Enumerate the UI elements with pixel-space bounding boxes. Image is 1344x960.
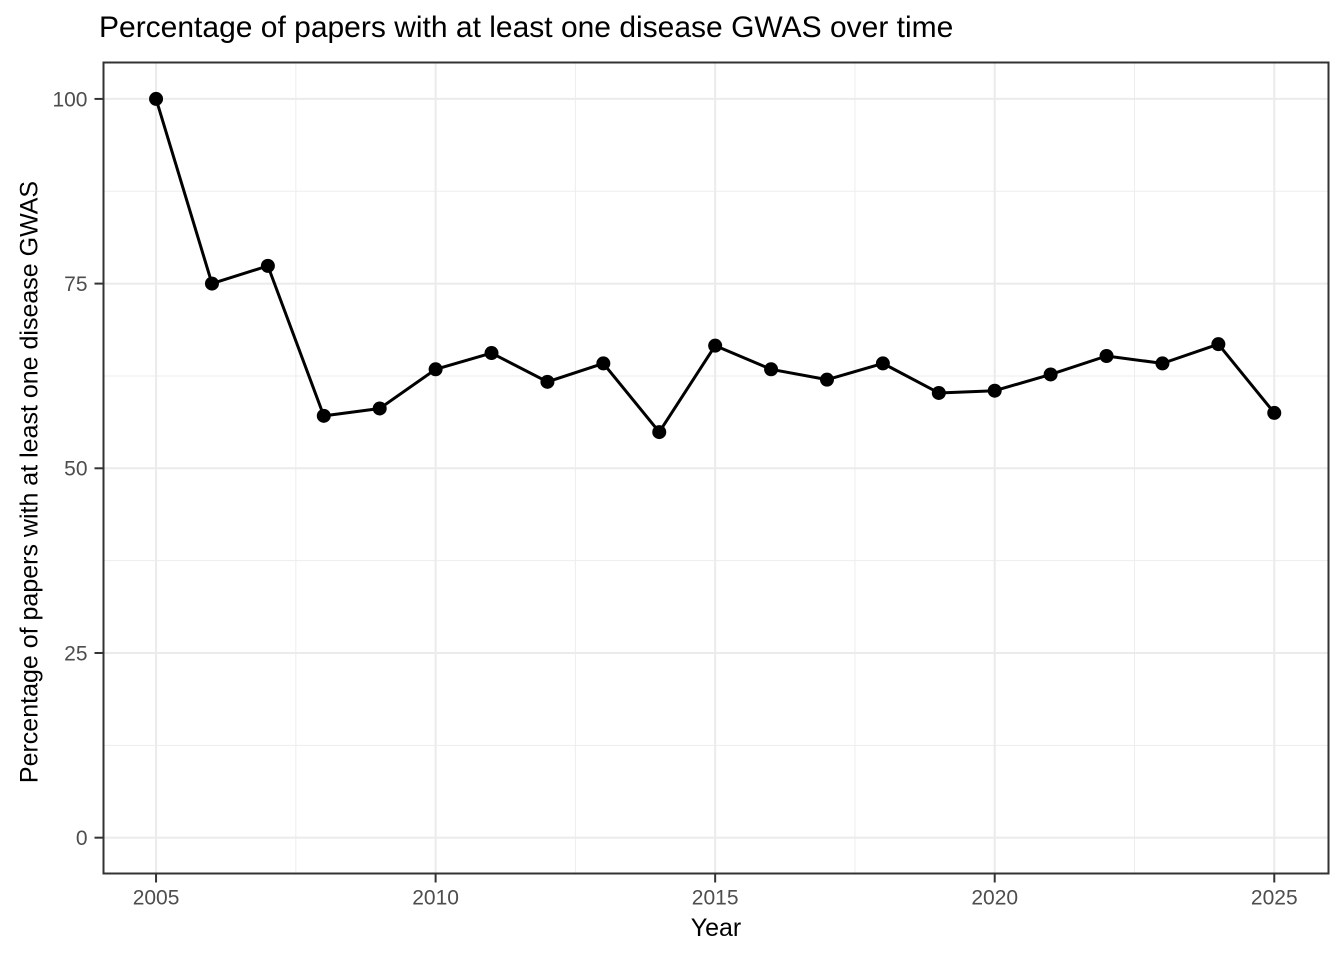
y-tick-label: 100 <box>52 88 87 111</box>
x-tick-label: 2005 <box>133 887 180 910</box>
data-point <box>875 356 890 371</box>
data-point <box>316 408 331 423</box>
data-point <box>484 346 499 361</box>
data-point <box>1099 349 1114 364</box>
y-tick-label: 75 <box>64 273 87 296</box>
x-tick-label: 2010 <box>412 887 459 910</box>
data-point <box>204 276 219 291</box>
data-point <box>372 401 387 416</box>
y-tick-label: 0 <box>76 827 88 850</box>
data-point <box>1267 405 1282 420</box>
data-point <box>819 372 834 387</box>
x-tick-label: 2015 <box>692 887 739 910</box>
x-tick-label: 2020 <box>971 887 1018 910</box>
data-point <box>540 374 555 389</box>
data-point <box>1043 367 1058 382</box>
y-tick-label: 50 <box>64 458 87 481</box>
data-point <box>931 385 946 400</box>
data-point <box>1211 337 1226 352</box>
data-point <box>708 338 723 353</box>
data-point <box>149 91 164 106</box>
data-point <box>987 383 1002 398</box>
x-tick-label: 2025 <box>1251 887 1298 910</box>
panel-border <box>102 61 1330 875</box>
data-point <box>1155 356 1170 371</box>
x-axis-title: Year <box>690 914 742 942</box>
data-point <box>764 362 779 377</box>
data-point <box>652 425 667 440</box>
chart-title: Percentage of papers with at least one d… <box>99 11 954 44</box>
y-tick-label: 25 <box>64 642 87 665</box>
data-point <box>596 356 611 371</box>
data-point <box>260 258 275 273</box>
data-point <box>428 362 443 377</box>
